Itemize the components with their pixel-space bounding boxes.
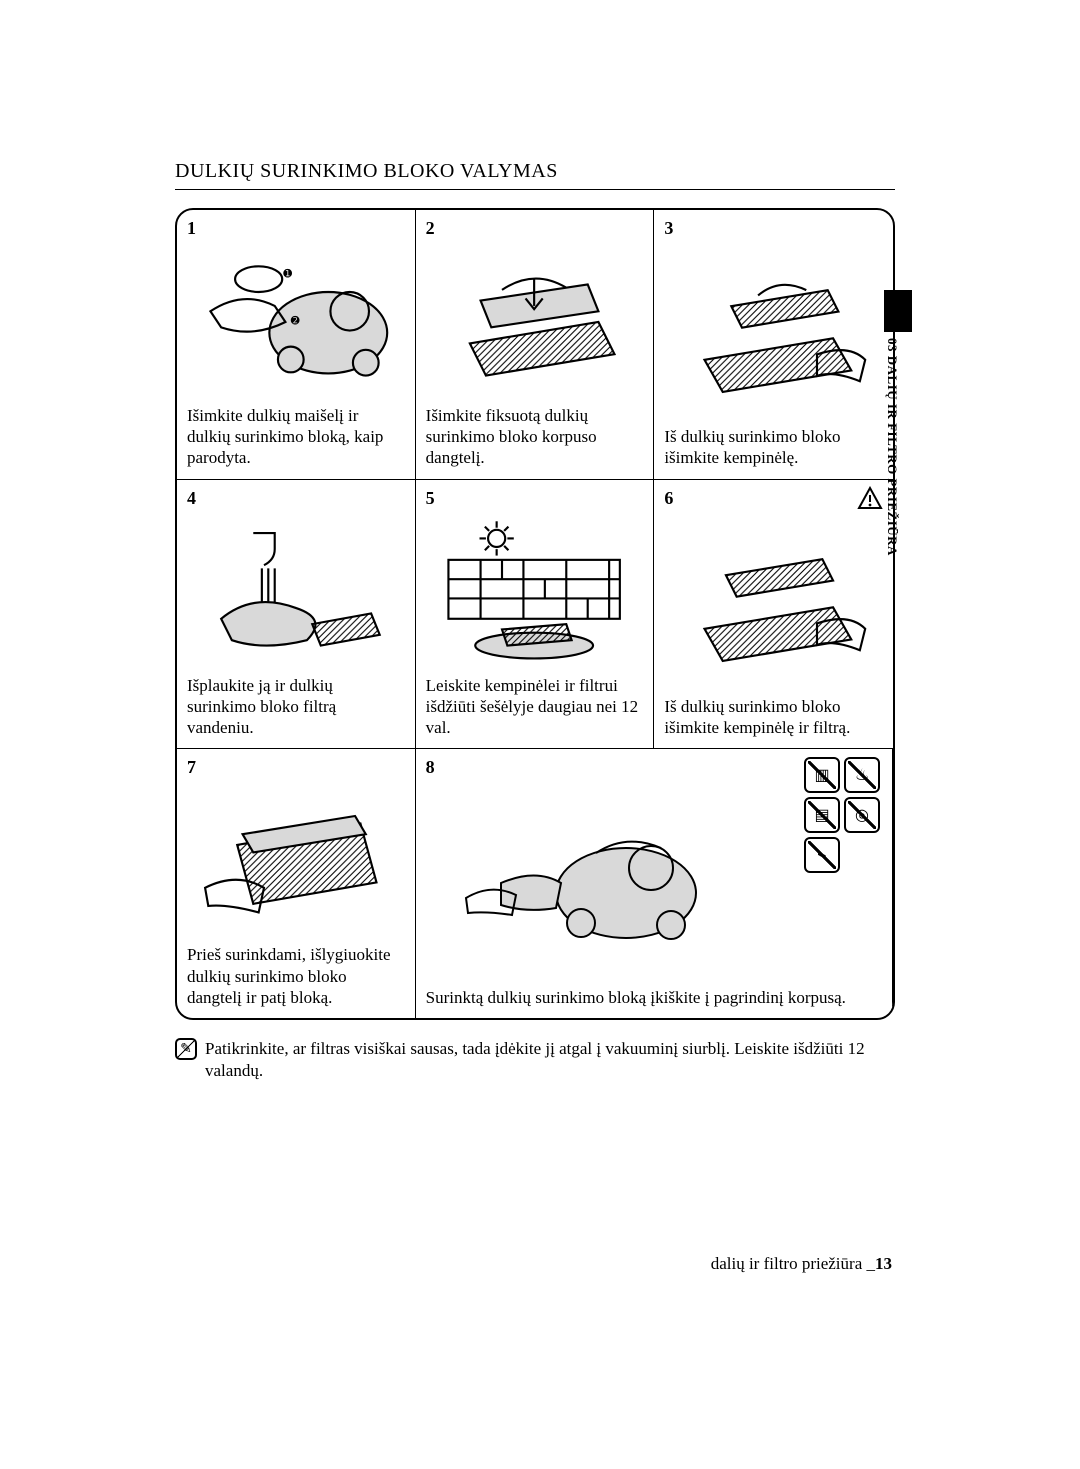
- page-number: 13: [875, 1254, 892, 1273]
- step-illustration: [426, 243, 644, 405]
- step-illustration: ➊ ➋: [187, 243, 405, 405]
- footer-text: dalių ir filtro priežiūra _: [711, 1254, 875, 1273]
- step-number: 4: [187, 488, 405, 509]
- step-number: 3: [664, 218, 883, 239]
- svg-text:➊: ➊: [283, 268, 293, 280]
- step-1: 1 ➊ ➋ Išimkite dulkių maišelį ir dulkių …: [177, 210, 416, 480]
- step-number: 2: [426, 218, 644, 239]
- no-microwave-icon: ▥: [804, 757, 840, 793]
- step-4: 4 Išplaukite ją ir dulkių surinkimo blok…: [177, 480, 416, 750]
- step-6: 6 Iš dulkių surinkimo bloko išimkite kem…: [654, 480, 893, 750]
- no-washer-icon: ◎: [844, 797, 880, 833]
- step-5: 5 Leiskite kempi: [416, 480, 655, 750]
- step-caption: Išplaukite ją ir dulkių surinkimo bloko …: [187, 675, 405, 739]
- step-caption: Surinktą dulkių surinkimo bloką įkiškite…: [426, 987, 882, 1008]
- step-illustration: [664, 513, 883, 696]
- step-3: 3 Iš dulkių surinkimo bloko išimkite kem…: [654, 210, 893, 480]
- step-illustration: [664, 243, 883, 426]
- note-icon: ✎: [175, 1038, 197, 1060]
- side-tab-marker: [884, 290, 912, 332]
- step-caption: Išimkite dulkių maišelį ir dulkių surink…: [187, 405, 405, 469]
- steps-grid: 1 ➊ ➋ Išimkite dulkių maišelį ir dulkių …: [175, 208, 895, 1020]
- no-dryer-icon: ▤: [804, 797, 840, 833]
- warning-icon: [857, 486, 883, 510]
- step-caption: Išimkite fiksuotą dulkių surinkimo bloko…: [426, 405, 644, 469]
- side-tab: 03 DALIŲ IR FILTRO PRIEŽIŪRA: [884, 290, 912, 590]
- no-hairdryer-icon: ⌁: [804, 837, 840, 873]
- step-2: 2 Išimkite fiksuotą dulkių surinkimo blo…: [416, 210, 655, 480]
- note: ✎ Patikrinkite, ar filtras visiškai saus…: [175, 1038, 895, 1082]
- no-fire-icon: ♨: [844, 757, 880, 793]
- note-text: Patikrinkite, ar filtras visiškai sausas…: [205, 1038, 895, 1082]
- step-illustration: [187, 513, 405, 675]
- footer: dalių ir filtro priežiūra _13: [711, 1254, 892, 1274]
- step-illustration: [426, 513, 644, 675]
- step-caption: Iš dulkių surinkimo bloko išimkite kempi…: [664, 426, 883, 469]
- step-number: 1: [187, 218, 405, 239]
- step-caption: Prieš surinkdami, išlygiuokite dulkių su…: [187, 944, 405, 1008]
- step-number: 5: [426, 488, 644, 509]
- svg-text:➋: ➋: [290, 315, 300, 327]
- step-8: 8 ▥ ♨ ▤ ◎ ⌁: [416, 749, 893, 1018]
- step-number: 6: [664, 488, 883, 509]
- step-caption: Iš dulkių surinkimo bloko išimkite kempi…: [664, 696, 883, 739]
- step-illustration: [187, 782, 405, 944]
- prohibition-icons: ▥ ♨ ▤ ◎ ⌁: [804, 757, 880, 873]
- section-title: DULKIŲ SURINKIMO BLOKO VALYMAS: [175, 160, 895, 190]
- side-tab-label: 03 DALIŲ IR FILTRO PRIEŽIŪRA: [884, 332, 900, 590]
- page-content: DULKIŲ SURINKIMO BLOKO VALYMAS 1 ➊ ➋: [175, 160, 895, 1082]
- step-caption: Leiskite kempinėlei ir filtrui išdžiūti …: [426, 675, 644, 739]
- step-7: 7 Prieš surinkdami, išlygiuokite dulkių …: [177, 749, 416, 1018]
- step-number: 7: [187, 757, 405, 778]
